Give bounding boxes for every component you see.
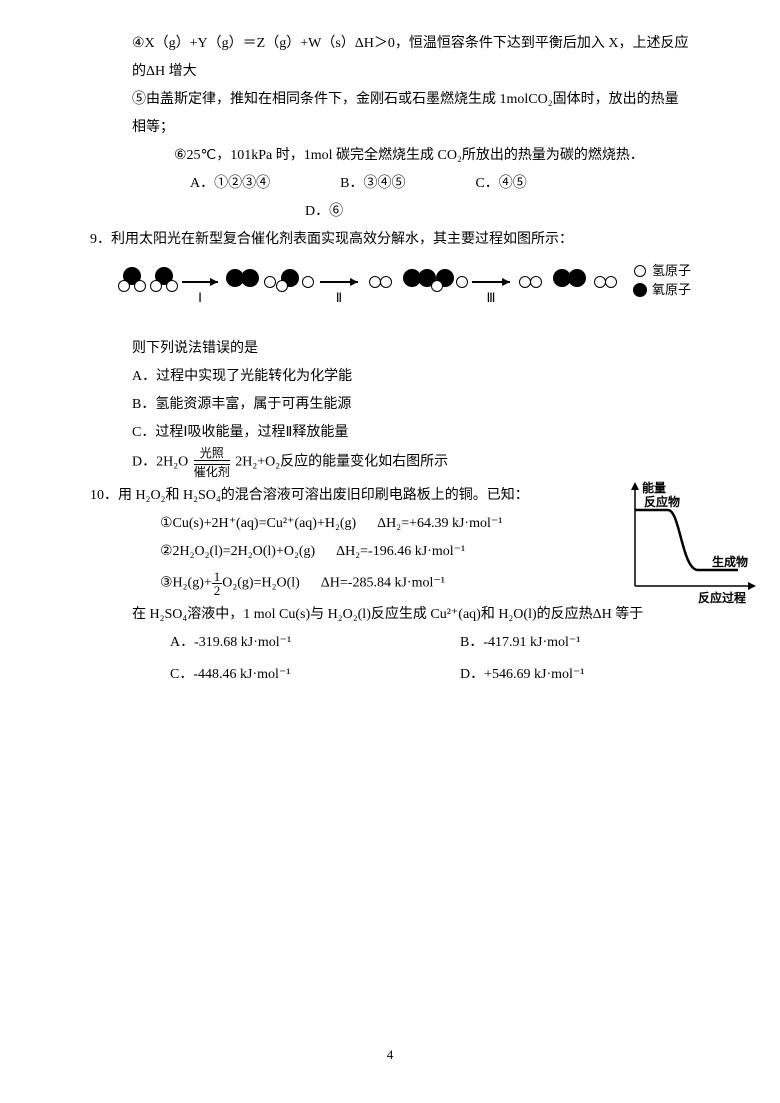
q10-eq2-left: ②2H₂O₂(l)=2H₂O(l)+O₂(g) [160,544,315,559]
q10-eq3: ③H₂(g)+12O₂(g)=H₂O(l) ΔH=-285.84 kJ·mol⁻… [160,566,690,601]
q8-item5-text: ⑤由盖斯定律，推知在相同条件下，金刚石或石墨燃烧生成 1molCO₂固体时，放出… [132,92,679,135]
svg-text:Ⅱ: Ⅱ [336,290,342,305]
svg-text:Ⅰ: Ⅰ [198,290,202,305]
svg-text:氧原子: 氧原子 [652,282,691,297]
q9-option-c: C．过程Ⅰ吸收能量，过程Ⅱ释放能量 [132,419,690,447]
q10-eq3-pre: ③H₂(g)+ [160,576,212,591]
q8-item5: ⑤由盖斯定律，推知在相同条件下，金刚石或石墨燃烧生成 1molCO₂固体时，放出… [132,86,690,142]
q8-choice-c: C．④⑤ [475,170,526,198]
stage4-molecules [520,269,617,288]
q9-optd-post: 2H₂+O₂反应的能量变化如右图所示 [235,455,448,470]
q10-choice-c: C．-448.46 kJ·mol⁻¹ [170,661,400,689]
stage3-molecules [370,269,468,292]
q9-number: 9． [90,226,111,254]
q8-choices-row1: A．①②③④ B．③④⑤ C．④⑤ [190,170,690,198]
q10-stem: 用 H₂O₂和 H₂SO₄的混合溶液可溶出废旧印刷电路板上的铜。已知： [118,482,690,510]
q10-choice-d: D．+546.69 kJ·mol⁻¹ [460,661,690,689]
q9-option-a: A．过程中实现了光能转化为化学能 [132,363,690,391]
q10-tail-text: 在 H₂SO₄溶液中，1 mol Cu(s)与 H₂O₂(l)反应生成 Cu²⁺… [132,607,643,622]
svg-text:氢原子: 氢原子 [652,263,691,278]
q8-choice-b: B．③④⑤ [340,170,405,198]
q10-eq1: ①Cu(s)+2H⁺(aq)=Cu²⁺(aq)+H₂(g) ΔH₂=+64.39… [160,510,690,538]
q10: 10． 用 H₂O₂和 H₂SO₄的混合溶液可溶出废旧印刷电路板上的铜。已知： [90,482,690,510]
svg-text:生成物: 生成物 [712,554,748,569]
svg-text:能量: 能量 [642,480,666,495]
molecule-diagram: Ⅰ Ⅱ Ⅲ [110,260,710,329]
q8-choice-d: D．⑥ [305,204,343,219]
svg-text:Ⅲ: Ⅲ [487,290,496,305]
q8-item6: ⑥25℃，101kPa 时，1mol 碳完全燃烧生成 CO₂所放出的热量为碳的燃… [90,142,690,170]
q9-optd-pre: D．2H₂O [132,455,192,470]
fraction-icon: 12 [212,570,223,597]
q10-eq2: ②2H₂O₂(l)=2H₂O(l)+O₂(g) ΔH₂=-196.46 kJ·m… [160,538,690,566]
q8-item6-text: ⑥25℃，101kPa 时，1mol 碳完全燃烧生成 CO₂所放出的热量为碳的燃… [174,148,644,163]
q9-followup: 则下列说法错误的是 [132,335,690,363]
q8-item4-text: ④X（g）+Y（g）＝Z（g）+W（s）ΔH＞0，恒温恒容条件下达到平衡后加入 … [132,36,689,79]
page-number: 4 [387,1047,394,1063]
q10-eq2-dh: ΔH₂=-196.46 kJ·mol⁻¹ [336,544,465,559]
q8-choice-a: A．①②③④ [190,170,270,198]
q9-option-d: D．2H₂O 光照 催化剂 2H₂+O₂反应的能量变化如右图所示 [132,447,690,478]
svg-text:反应物: 反应物 [644,494,680,509]
q10-choice-a: A．-319.68 kJ·mol⁻¹ [170,629,400,657]
q10-tail: 在 H₂SO₄溶液中，1 mol Cu(s)与 H₂O₂(l)反应生成 Cu²⁺… [90,601,690,629]
q10-choice-b: B．-417.91 kJ·mol⁻¹ [460,629,690,657]
stage2-molecules [226,269,314,292]
q9-option-b: B．氢能资源丰富，属于可再生能源 [132,391,690,419]
q9-stem: 利用太阳光在新型复合催化剂表面实现高效分解水，其主要过程如图所示： [111,226,690,254]
q8-item4: ④X（g）+Y（g）＝Z（g）+W（s）ΔH＞0，恒温恒容条件下达到平衡后加入 … [132,30,690,86]
q10-eq1-dh: ΔH₂=+64.39 kJ·mol⁻¹ [377,516,502,531]
svg-text:反应过程: 反应过程 [698,590,746,605]
energy-diagram: 能量 反应物 生成物 反应过程 [620,478,770,608]
q9: 9． 利用太阳光在新型复合催化剂表面实现高效分解水，其主要过程如图所示： [90,226,690,254]
q10-number: 10． [90,482,118,510]
stage1-molecules [119,267,178,292]
q10-choices: A．-319.68 kJ·mol⁻¹ B．-417.91 kJ·mol⁻¹ C．… [170,629,690,689]
q8-choices-row2: D．⑥ [305,198,690,226]
q10-eq3-dh: ΔH=-285.84 kJ·mol⁻¹ [321,576,445,591]
reaction-arrow-icon: 光照 催化剂 [192,447,232,478]
q10-eq3-post: O₂(g)=H₂O(l) [222,576,300,591]
q10-eq1-left: ①Cu(s)+2H⁺(aq)=Cu²⁺(aq)+H₂(g) [160,516,356,531]
